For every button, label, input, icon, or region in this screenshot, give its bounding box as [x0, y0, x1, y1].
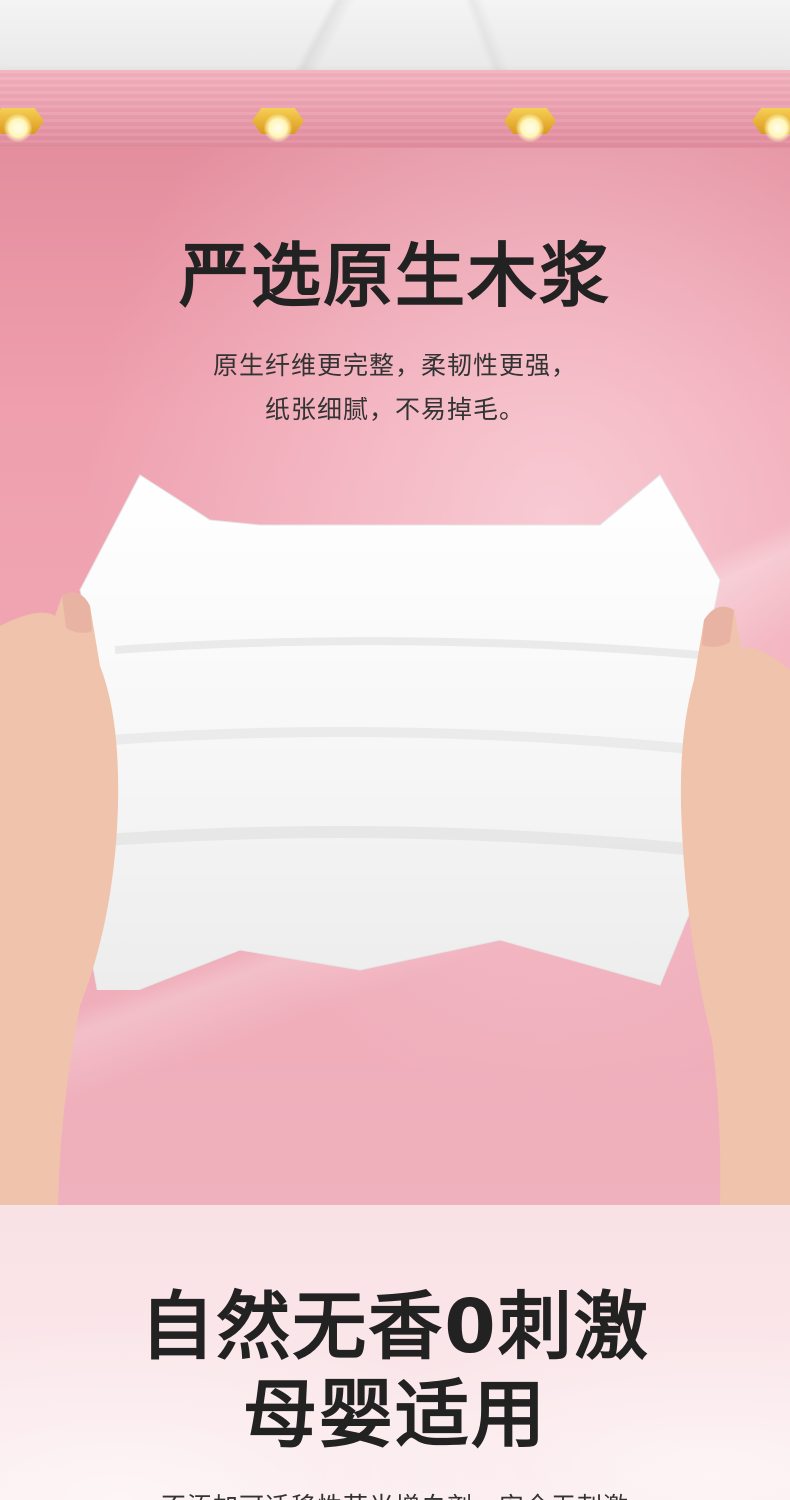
- marble-background-strip: [0, 0, 790, 70]
- lamp-icon: [0, 100, 50, 144]
- hero-section: 严选原生木浆 原生纤维更完整，柔韧性更强， 纸张细腻，不易掉毛。: [0, 148, 790, 1205]
- section2-title-line2: 母婴适用: [243, 1372, 547, 1458]
- section2-subtitle: 不添加可迁移性荧光增白剂，安全无刺激: [0, 1487, 790, 1500]
- hero-title: 严选原生木浆: [179, 235, 611, 317]
- right-hand-image: [680, 606, 790, 1205]
- section2-title-line1: 自然无香0刺激: [140, 1284, 650, 1370]
- lamp-icon: [498, 100, 562, 144]
- lamp-icon: [246, 100, 310, 144]
- hero-subtitle-line2: 纸张细腻，不易掉毛。: [264, 395, 525, 424]
- light-bar: [0, 70, 790, 148]
- lamp-icon: [746, 100, 790, 144]
- tissue-sheet-image: [79, 474, 721, 990]
- hero-subtitle-line1: 原生纤维更完整，柔韧性更强，: [212, 351, 577, 380]
- feature-section-fragrance-free: 自然无香0刺激 母婴适用 不添加可迁移性荧光增白剂，安全无刺激: [0, 1205, 790, 1500]
- left-hand-image: [0, 592, 119, 1205]
